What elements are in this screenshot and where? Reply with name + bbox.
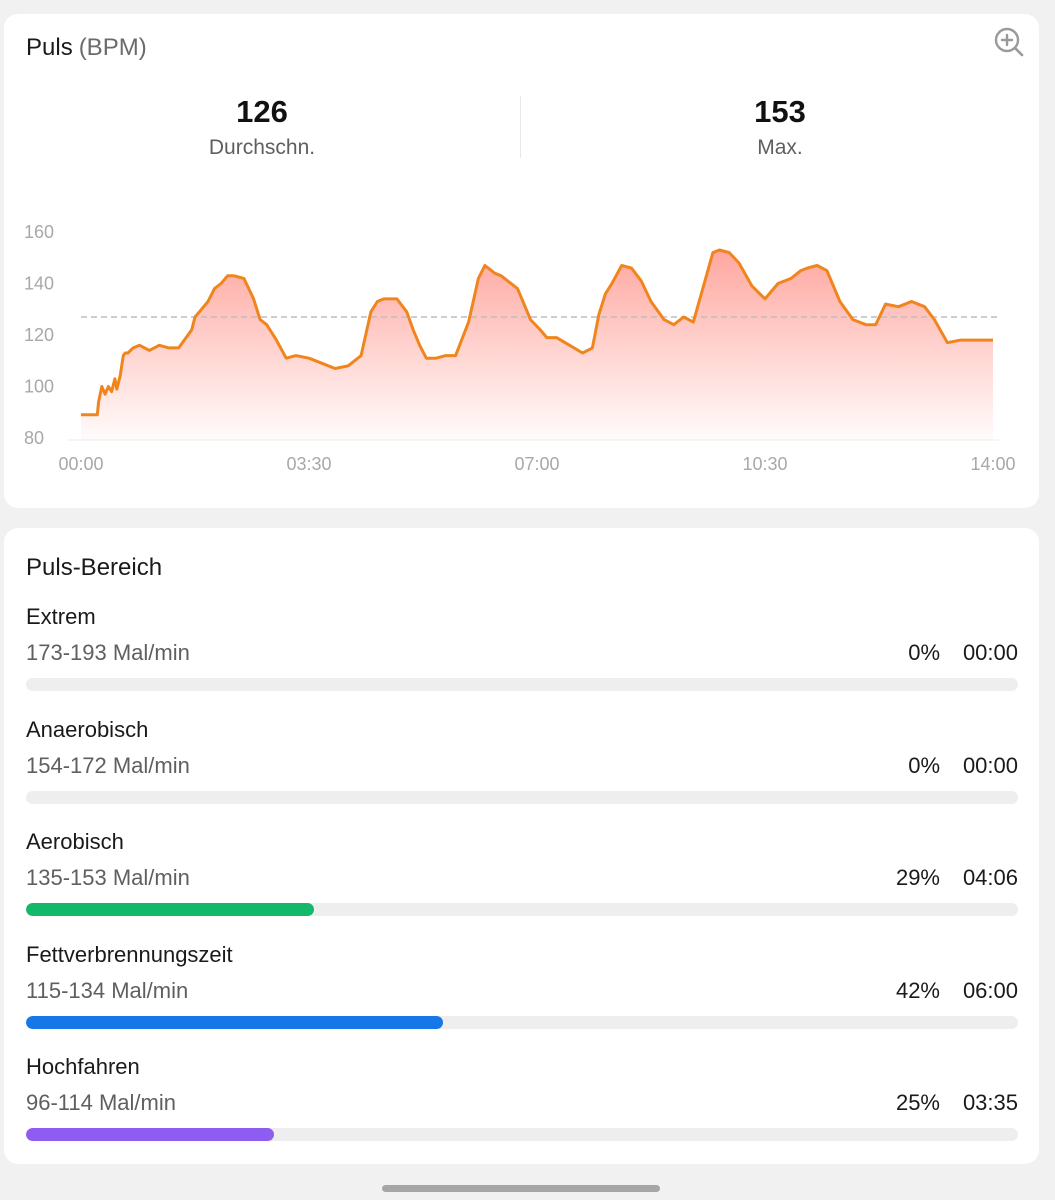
zone-range: 173-193 Mal/min <box>26 640 190 665</box>
zones-title: Puls-Bereich <box>26 554 163 581</box>
zone-time: 00:00 <box>962 640 1018 665</box>
zone-progress-track <box>26 1016 1018 1029</box>
x-tick-label: 10:30 <box>742 454 787 474</box>
zone-range: 96-114 Mal/min <box>26 1090 176 1115</box>
stat-divider <box>520 96 521 158</box>
zone-percent: 0% <box>908 640 940 665</box>
maximum-label: Max. <box>757 136 803 159</box>
heart-rate-title-text: Puls <box>26 34 73 61</box>
zone-percent: 29% <box>895 865 940 890</box>
zone-range: 154-172 Mal/min <box>26 753 190 778</box>
x-tick-label: 03:30 <box>286 454 331 474</box>
heart-rate-line <box>81 248 993 417</box>
zone-percent: 42% <box>895 978 940 1003</box>
heart-rate-card: 160 140 120 100 80 00:00 03:30 07:00 10:30 14:00… <box>4 14 1039 508</box>
zone-name: Anaerobisch <box>26 717 149 742</box>
average-stat: 126 Durchschn. <box>112 94 412 160</box>
zone-name: Fettverbrennungszeit <box>26 942 233 967</box>
zone-aerobisch: Aerobisch 135-153 Mal/min 29% 04:06 <box>26 829 1018 919</box>
zone-name: Extrem <box>26 604 96 629</box>
zone-name: Aerobisch <box>26 829 124 854</box>
average-value: 126 <box>236 94 288 129</box>
zone-percent: 0% <box>908 753 940 778</box>
x-tick-label: 00:00 <box>58 454 103 474</box>
zone-progress-fill <box>26 1128 274 1141</box>
zone-time: 04:06 <box>962 865 1018 890</box>
zone-progress-track <box>26 791 1018 804</box>
zoom-in-icon[interactable] <box>993 26 1025 58</box>
zone-time: 00:00 <box>962 753 1018 778</box>
heart-rate-title: Puls (BPM) <box>26 34 147 62</box>
y-tick-label: 160 <box>24 222 54 242</box>
heart-rate-zones-card: Puls-Bereich Extrem 173-193 Mal/min 0% 0… <box>4 528 1039 1164</box>
average-label: Durchschn. <box>208 136 316 159</box>
heart-rate-area <box>81 250 993 440</box>
y-tick-label: 140 <box>24 274 54 294</box>
zone-range: 135-153 Mal/min <box>26 865 190 890</box>
zone-time: 03:35 <box>962 1090 1018 1115</box>
home-indicator[interactable] <box>382 1185 660 1192</box>
zone-name: Hochfahren <box>26 1054 140 1079</box>
zone-progress-fill <box>26 1016 443 1029</box>
zone-hochfahren: Hochfahren 96-114 Mal/min 25% 03:35 <box>26 1054 1018 1144</box>
maximum-stat: 153 Max. <box>630 94 930 160</box>
zone-fettverbrennungszeit: Fettverbrennungszeit 115-134 Mal/min 42%… <box>26 942 1018 1032</box>
y-tick-label: 100 <box>24 377 54 397</box>
y-tick-label: 120 <box>24 325 54 345</box>
zone-extrem: Extrem 173-193 Mal/min 0% 00:00 <box>26 604 1018 694</box>
zone-range: 115-134 Mal/min <box>26 978 189 1003</box>
zone-progress-track <box>26 903 1018 916</box>
zone-percent: 25% <box>895 1090 940 1115</box>
zone-progress-track <box>26 678 1018 691</box>
heart-rate-chart: 160 140 120 100 80 00:00 03:30 07:00 10:30 14:00 <box>24 222 1016 474</box>
heart-rate-unit: (BPM) <box>78 34 147 61</box>
y-tick-label: 80 <box>24 428 44 448</box>
maximum-value: 153 <box>754 94 806 129</box>
zone-time: 06:00 <box>962 978 1018 1003</box>
zone-progress-track <box>26 1128 1018 1141</box>
x-tick-label: 14:00 <box>970 454 1015 474</box>
zone-anaerobisch: Anaerobisch 154-172 Mal/min 0% 00:00 <box>26 717 1018 807</box>
zone-progress-fill <box>26 903 314 916</box>
x-tick-label: 07:00 <box>514 454 559 474</box>
